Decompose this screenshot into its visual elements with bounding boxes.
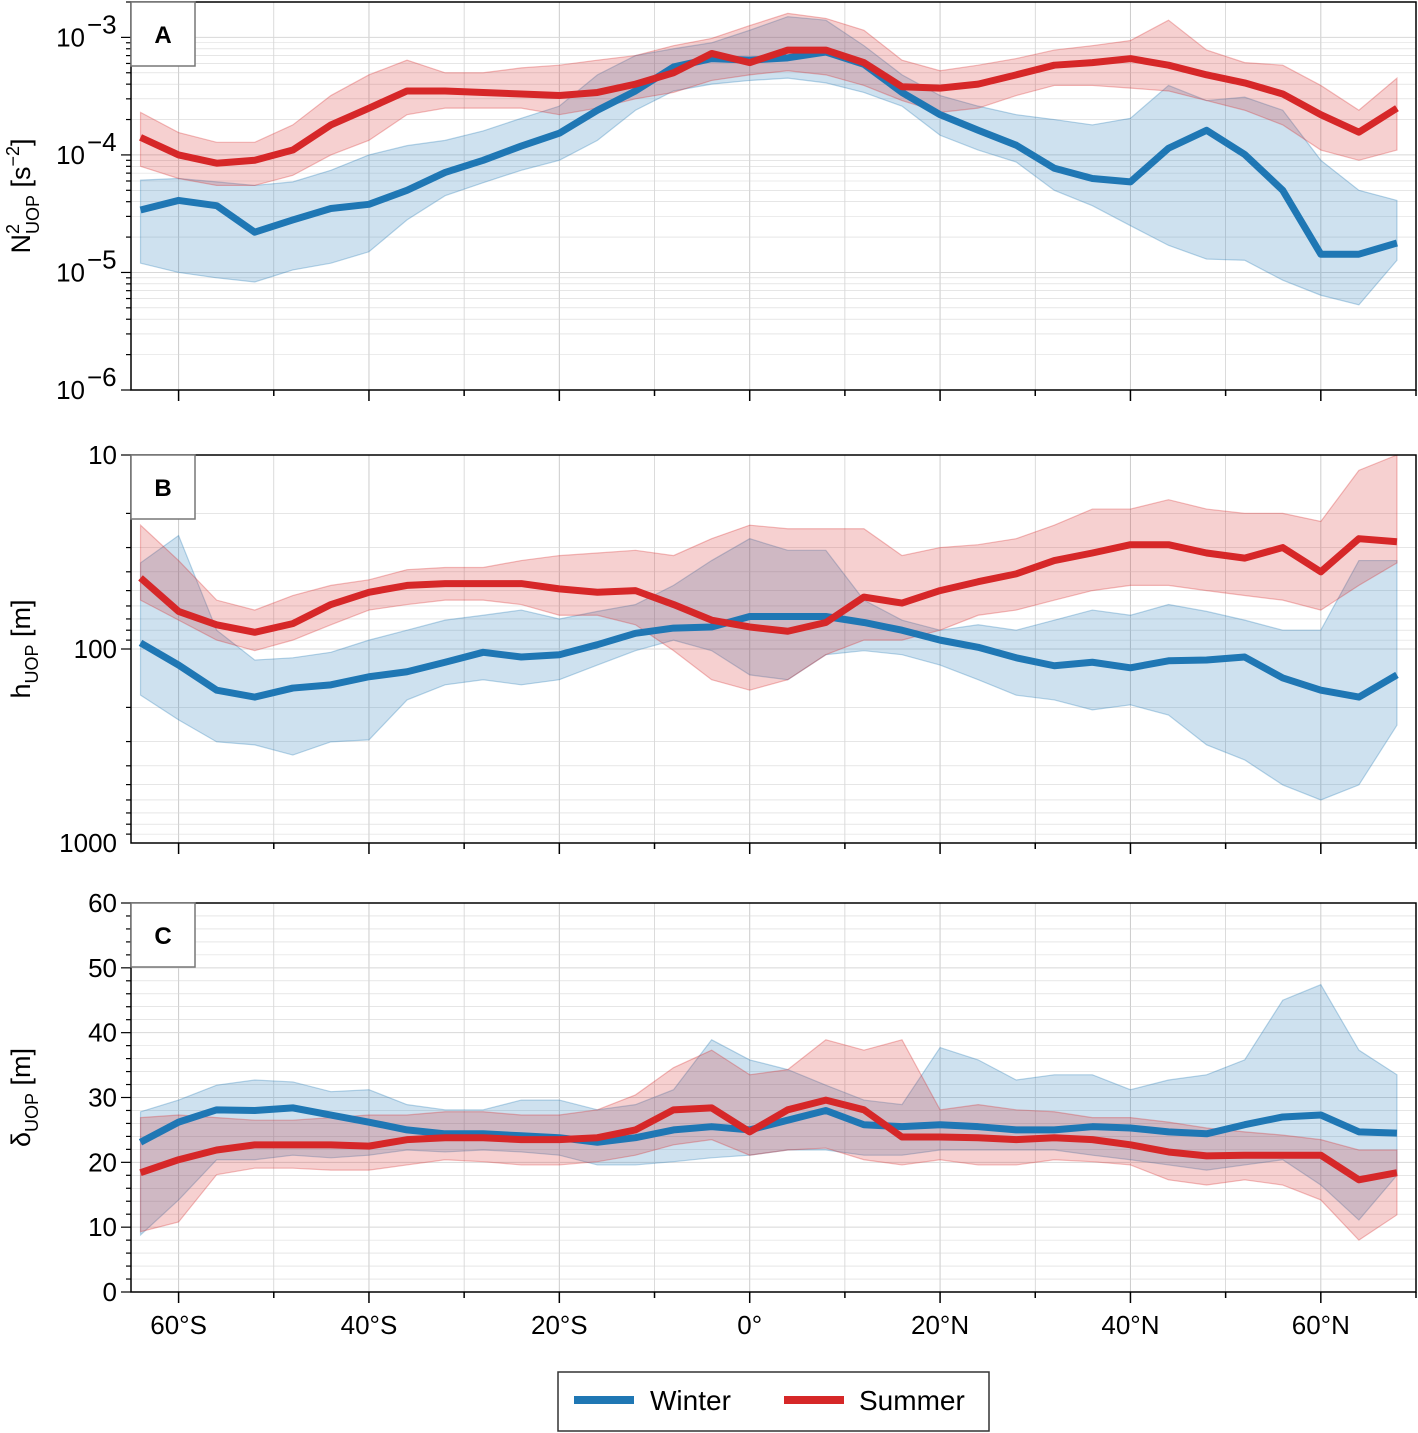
y-tick-label: 0 xyxy=(103,1277,117,1307)
y-tick-label: 10 xyxy=(56,140,85,170)
x-tick-label: 20°N xyxy=(911,1310,969,1340)
y-tick-label: 60 xyxy=(88,888,117,918)
y-tick-label: 10 xyxy=(56,257,85,287)
grid xyxy=(131,902,1417,1293)
legend-summer-label: Summer xyxy=(859,1385,965,1416)
summer-line xyxy=(139,46,1399,167)
x-tick-label: 40°N xyxy=(1101,1310,1159,1340)
axes-frame xyxy=(130,454,1417,844)
winter-line xyxy=(138,1104,1398,1146)
panel-label-box xyxy=(130,902,196,968)
y-axis-label: hUOP [m] xyxy=(6,599,42,698)
panel-B: B 10 100 1000 hUOP [m] xyxy=(6,440,1417,858)
panel-label: B xyxy=(154,475,171,502)
y-tick-label: 20 xyxy=(88,1147,117,1177)
axes-frame xyxy=(130,1,1417,391)
panel-label: A xyxy=(154,22,171,49)
grid xyxy=(131,1,1417,391)
y-tick-exponent: −4 xyxy=(87,127,117,157)
y-tick-label: 10 xyxy=(56,375,85,405)
y-tick-exponent: −6 xyxy=(87,362,117,392)
axes-frame xyxy=(130,902,1417,1293)
y-tick-label: 100 xyxy=(74,634,117,664)
x-tick-label: 60°N xyxy=(1292,1310,1350,1340)
panel-C: C 0 10 20 30 40 50 60 60°S 40°S 20°S 0° 20°N 40°N 60°N… xyxy=(6,888,1417,1340)
y-axis-label: δUOP [m] xyxy=(6,1048,42,1147)
x-tick-label: 20°S xyxy=(531,1310,588,1340)
panel-label: C xyxy=(154,923,171,950)
panel-label-box xyxy=(130,1,196,67)
winter-line xyxy=(138,613,1399,701)
y-tick-exponent: −3 xyxy=(87,9,117,39)
x-tick-label: 60°S xyxy=(150,1310,207,1340)
summer-range-band xyxy=(139,12,1398,187)
summer-range-band xyxy=(139,1039,1398,1241)
summer-line xyxy=(138,535,1398,636)
legend: Winter Summer xyxy=(557,1371,990,1432)
grid xyxy=(131,454,1417,843)
x-tick-label: 0° xyxy=(737,1310,762,1340)
winter-range-band xyxy=(139,534,1398,801)
y-tick-label: 10 xyxy=(88,1212,117,1242)
y-tick-exponent: −5 xyxy=(87,244,117,274)
y-tick-label: 1000 xyxy=(59,828,117,858)
y-tick-label: 30 xyxy=(88,1083,117,1113)
y-tick-label: 50 xyxy=(88,953,117,983)
summer-line xyxy=(139,1096,1398,1184)
y-tick-label: 40 xyxy=(88,1018,117,1048)
legend-winter-label: Winter xyxy=(650,1385,731,1416)
y-tick-label: 10 xyxy=(88,440,117,470)
y-axis-label: N2UOP [s−2] xyxy=(3,138,43,253)
panel-label-box xyxy=(130,454,196,520)
x-tick-label: 40°S xyxy=(341,1310,398,1340)
y-tick-label: 10 xyxy=(56,22,85,52)
